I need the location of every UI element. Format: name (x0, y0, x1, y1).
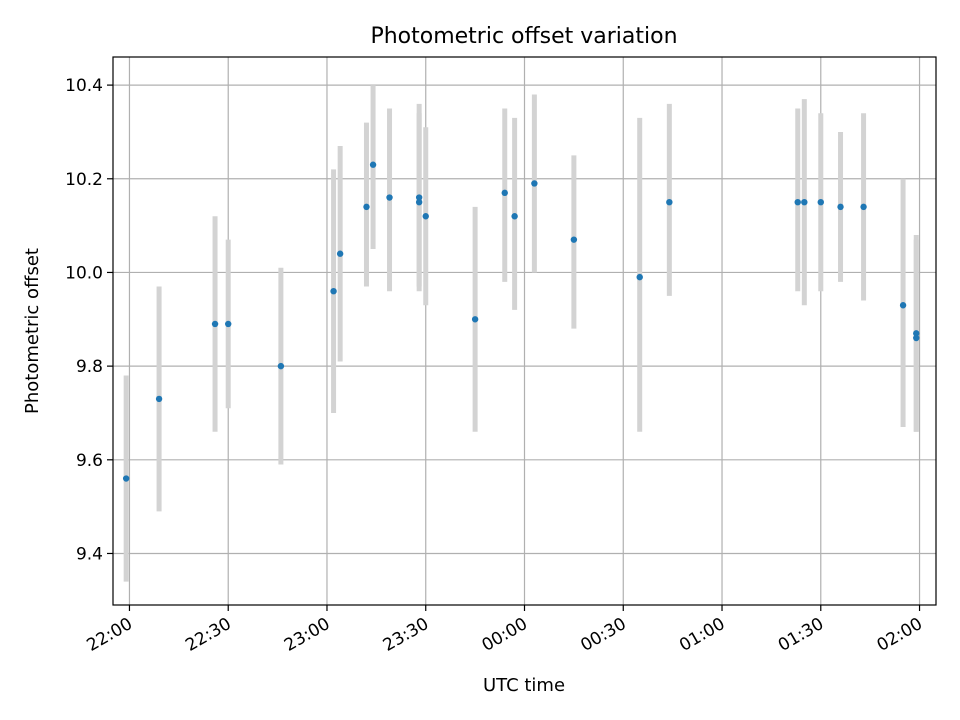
chart-title: Photometric offset variation (370, 24, 677, 49)
data-point (386, 194, 393, 201)
data-point (531, 180, 538, 187)
y-tick-label: 10.4 (65, 76, 103, 96)
data-point (511, 213, 518, 220)
y-tick-label: 9.6 (76, 451, 103, 471)
y-axis-ticks: 9.4 9.6 9.8 10.0 10.2 10.4 (65, 76, 113, 564)
y-axis-label: Photometric offset (22, 248, 43, 414)
data-point (801, 198, 808, 206)
data-point (794, 198, 801, 206)
data-point (155, 395, 163, 403)
data-point (899, 302, 907, 309)
data-points (122, 161, 920, 482)
x-axis-label: UTC time (483, 675, 565, 696)
data-point (422, 213, 429, 220)
data-point (837, 203, 844, 211)
data-point (913, 334, 920, 342)
data-point (277, 362, 285, 370)
data-point (913, 330, 920, 337)
data-point (225, 320, 232, 328)
data-point (122, 475, 130, 482)
data-point (570, 236, 578, 243)
data-point (666, 198, 673, 206)
data-point (636, 273, 643, 281)
y-tick-label: 9.4 (76, 544, 103, 564)
data-point (471, 316, 479, 323)
y-tick-label: 10.0 (65, 263, 103, 283)
data-point (336, 250, 344, 257)
data-point (363, 203, 370, 211)
data-point (369, 161, 377, 168)
grid (113, 57, 936, 605)
data-point (415, 194, 423, 201)
data-point (817, 198, 824, 206)
y-tick-label: 10.2 (65, 170, 103, 190)
y-tick-label: 9.8 (76, 357, 103, 377)
data-point (501, 189, 508, 197)
data-point (211, 320, 219, 328)
data-point (415, 198, 423, 206)
data-point (330, 287, 337, 295)
data-point (860, 203, 867, 211)
